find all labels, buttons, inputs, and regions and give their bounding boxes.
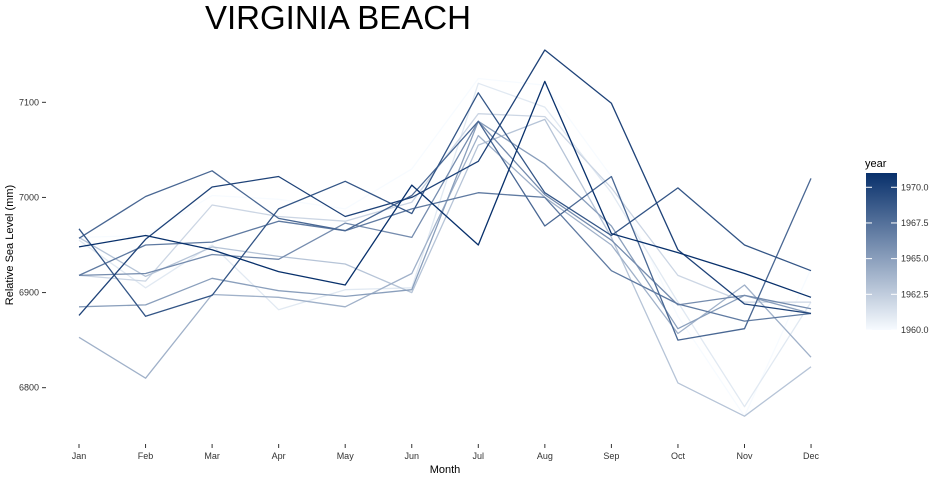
x-tick-label: Oct xyxy=(671,451,686,461)
x-axis: Jan Feb Mar Apr May Jun Jul Aug Sep Oct Nov Dec xyxy=(72,444,820,461)
x-tick-label: Apr xyxy=(272,451,286,461)
series-line-1963 xyxy=(78,118,812,417)
colorbar-tick-label: 1967.5 xyxy=(901,218,929,228)
colorbar xyxy=(866,173,897,330)
y-tick-label: 6900 xyxy=(19,288,39,298)
colorbar-tick-label: 1960.0 xyxy=(901,325,929,335)
x-tick-label: Sep xyxy=(603,451,619,461)
color-legend: year 1960.0 1962.5 1965.0 1967.5 1970.0 xyxy=(865,158,929,335)
colorbar-tick-label: 1965.0 xyxy=(901,254,929,264)
series-line-1965 xyxy=(78,120,812,330)
legend-title: year xyxy=(865,158,887,170)
y-axis-title: Relative Sea Level (mm) xyxy=(4,185,16,305)
series-line-1960 xyxy=(78,77,812,417)
colorbar-tick-label: 1970.0 xyxy=(901,182,929,192)
y-tick-label: 6800 xyxy=(19,383,39,393)
y-tick-label: 7100 xyxy=(19,97,39,107)
y-tick-label: 7000 xyxy=(19,192,39,202)
x-tick-label: Aug xyxy=(537,451,553,461)
series-line-1968 xyxy=(78,120,812,341)
chart-title: VIRGINIA BEACH xyxy=(205,0,471,36)
x-tick-label: Jul xyxy=(473,451,485,461)
series-line-1970 xyxy=(78,49,812,316)
x-tick-label: Dec xyxy=(803,451,820,461)
x-tick-label: Jan xyxy=(72,451,87,461)
x-tick-label: Nov xyxy=(736,451,753,461)
x-tick-label: May xyxy=(337,451,355,461)
y-axis: 6800 6900 7000 7100 xyxy=(19,97,46,393)
series-line-1967 xyxy=(78,192,812,322)
plot-area xyxy=(78,49,812,417)
colorbar-tick-label: 1962.5 xyxy=(901,289,929,299)
x-tick-label: Feb xyxy=(138,451,154,461)
series-line-1971 xyxy=(78,80,812,298)
colorbar-ticks: 1960.0 1962.5 1965.0 1967.5 1970.0 xyxy=(866,182,929,335)
x-axis-title: Month xyxy=(430,464,461,476)
series-line-1969 xyxy=(78,92,812,317)
x-tick-label: Mar xyxy=(204,451,220,461)
x-tick-label: Jun xyxy=(404,451,419,461)
